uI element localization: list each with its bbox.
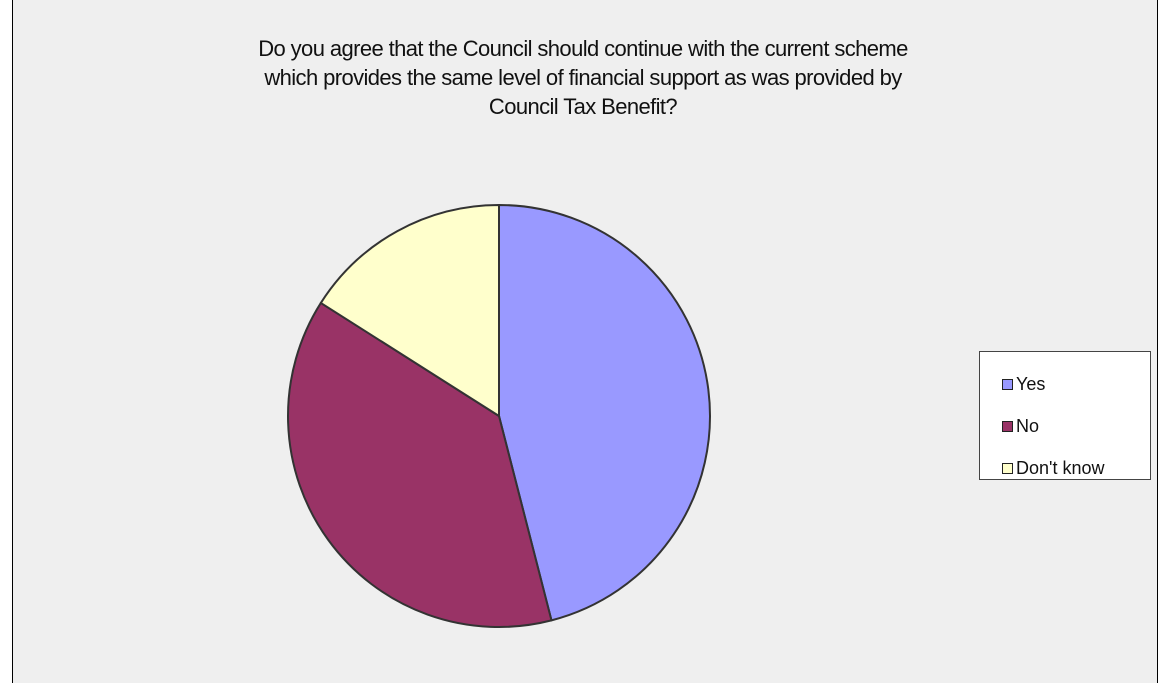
pie-slice-no <box>287 301 553 628</box>
legend-label-yes: Yes <box>1016 373 1046 394</box>
pie-slice-dont-know <box>319 204 500 417</box>
legend-swatch-dont-know <box>1002 462 1013 474</box>
legend-item-no: No <box>980 405 1150 447</box>
chart-legend: Yes No Don't know <box>979 351 1151 480</box>
chart-area: Do you agree that the Council should con… <box>12 0 1158 683</box>
legend-item-yes: Yes <box>980 363 1150 405</box>
pie-slice-yes <box>498 204 711 622</box>
pie-chart <box>287 204 711 628</box>
chart-title: Do you agree that the Council should con… <box>258 36 908 119</box>
legend-swatch-yes <box>1002 378 1013 390</box>
legend-swatch-no <box>1002 420 1013 432</box>
legend-label-no: No <box>1016 415 1040 436</box>
legend-item-dont-know: Don't know <box>980 447 1150 489</box>
legend-label-dont-know: Don't know <box>1016 457 1105 478</box>
